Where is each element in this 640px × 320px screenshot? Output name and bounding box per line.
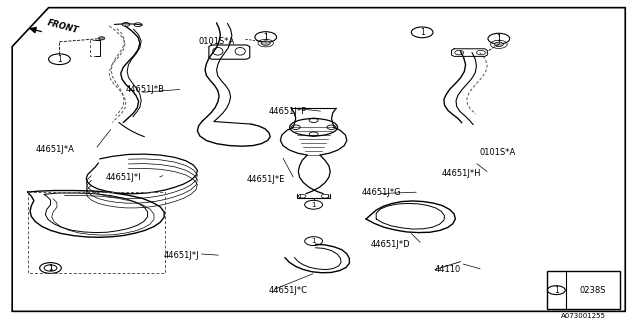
Text: 1: 1 bbox=[48, 263, 53, 273]
Text: 1: 1 bbox=[312, 238, 316, 244]
Text: 1: 1 bbox=[497, 34, 501, 43]
Text: 44651J*E: 44651J*E bbox=[246, 175, 285, 184]
Bar bbox=[547, 271, 620, 309]
Text: 0101S*A: 0101S*A bbox=[198, 37, 235, 46]
Text: 44651J*C: 44651J*C bbox=[269, 286, 308, 295]
Text: 44651J*I: 44651J*I bbox=[106, 173, 141, 182]
Text: A073001255: A073001255 bbox=[561, 313, 606, 319]
Text: 0101S*A: 0101S*A bbox=[479, 148, 516, 157]
Text: 1: 1 bbox=[312, 202, 316, 208]
Text: 1: 1 bbox=[263, 33, 268, 42]
Text: 44651J*D: 44651J*D bbox=[371, 240, 411, 249]
Text: 1: 1 bbox=[420, 28, 424, 37]
Text: 44110: 44110 bbox=[435, 265, 461, 274]
Text: 44651J*J: 44651J*J bbox=[164, 251, 199, 260]
Circle shape bbox=[261, 41, 270, 45]
Circle shape bbox=[494, 42, 503, 47]
Text: 1: 1 bbox=[48, 265, 52, 271]
Text: 0238S: 0238S bbox=[580, 286, 606, 295]
Text: 1: 1 bbox=[57, 55, 62, 64]
Text: 44651J*B: 44651J*B bbox=[125, 85, 164, 94]
Text: 44651J*F: 44651J*F bbox=[269, 107, 307, 116]
Text: 44651J*G: 44651J*G bbox=[362, 188, 401, 196]
Text: 44651J*A: 44651J*A bbox=[36, 145, 75, 154]
Text: 1: 1 bbox=[554, 286, 559, 295]
Circle shape bbox=[99, 37, 105, 40]
Text: 44651J*H: 44651J*H bbox=[442, 169, 481, 178]
Text: FRONT: FRONT bbox=[47, 18, 80, 35]
